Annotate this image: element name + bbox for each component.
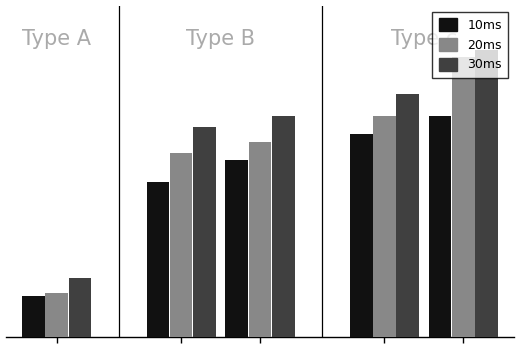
Bar bbox=[249, 142, 271, 337]
Bar bbox=[373, 116, 396, 337]
Bar bbox=[22, 296, 45, 337]
Legend: 10ms, 20ms, 30ms: 10ms, 20ms, 30ms bbox=[433, 12, 508, 78]
Bar bbox=[226, 160, 248, 337]
Bar bbox=[429, 116, 451, 337]
Bar bbox=[396, 94, 419, 337]
Text: Type c: Type c bbox=[391, 29, 457, 49]
Bar bbox=[69, 278, 91, 337]
Bar bbox=[147, 182, 169, 337]
Bar bbox=[272, 116, 294, 337]
Bar bbox=[170, 153, 192, 337]
Bar bbox=[475, 50, 498, 337]
Bar bbox=[452, 57, 475, 337]
Bar bbox=[45, 293, 68, 337]
Text: Type A: Type A bbox=[22, 29, 91, 49]
Bar bbox=[193, 127, 216, 337]
Bar bbox=[350, 134, 372, 337]
Text: Type B: Type B bbox=[186, 29, 255, 49]
